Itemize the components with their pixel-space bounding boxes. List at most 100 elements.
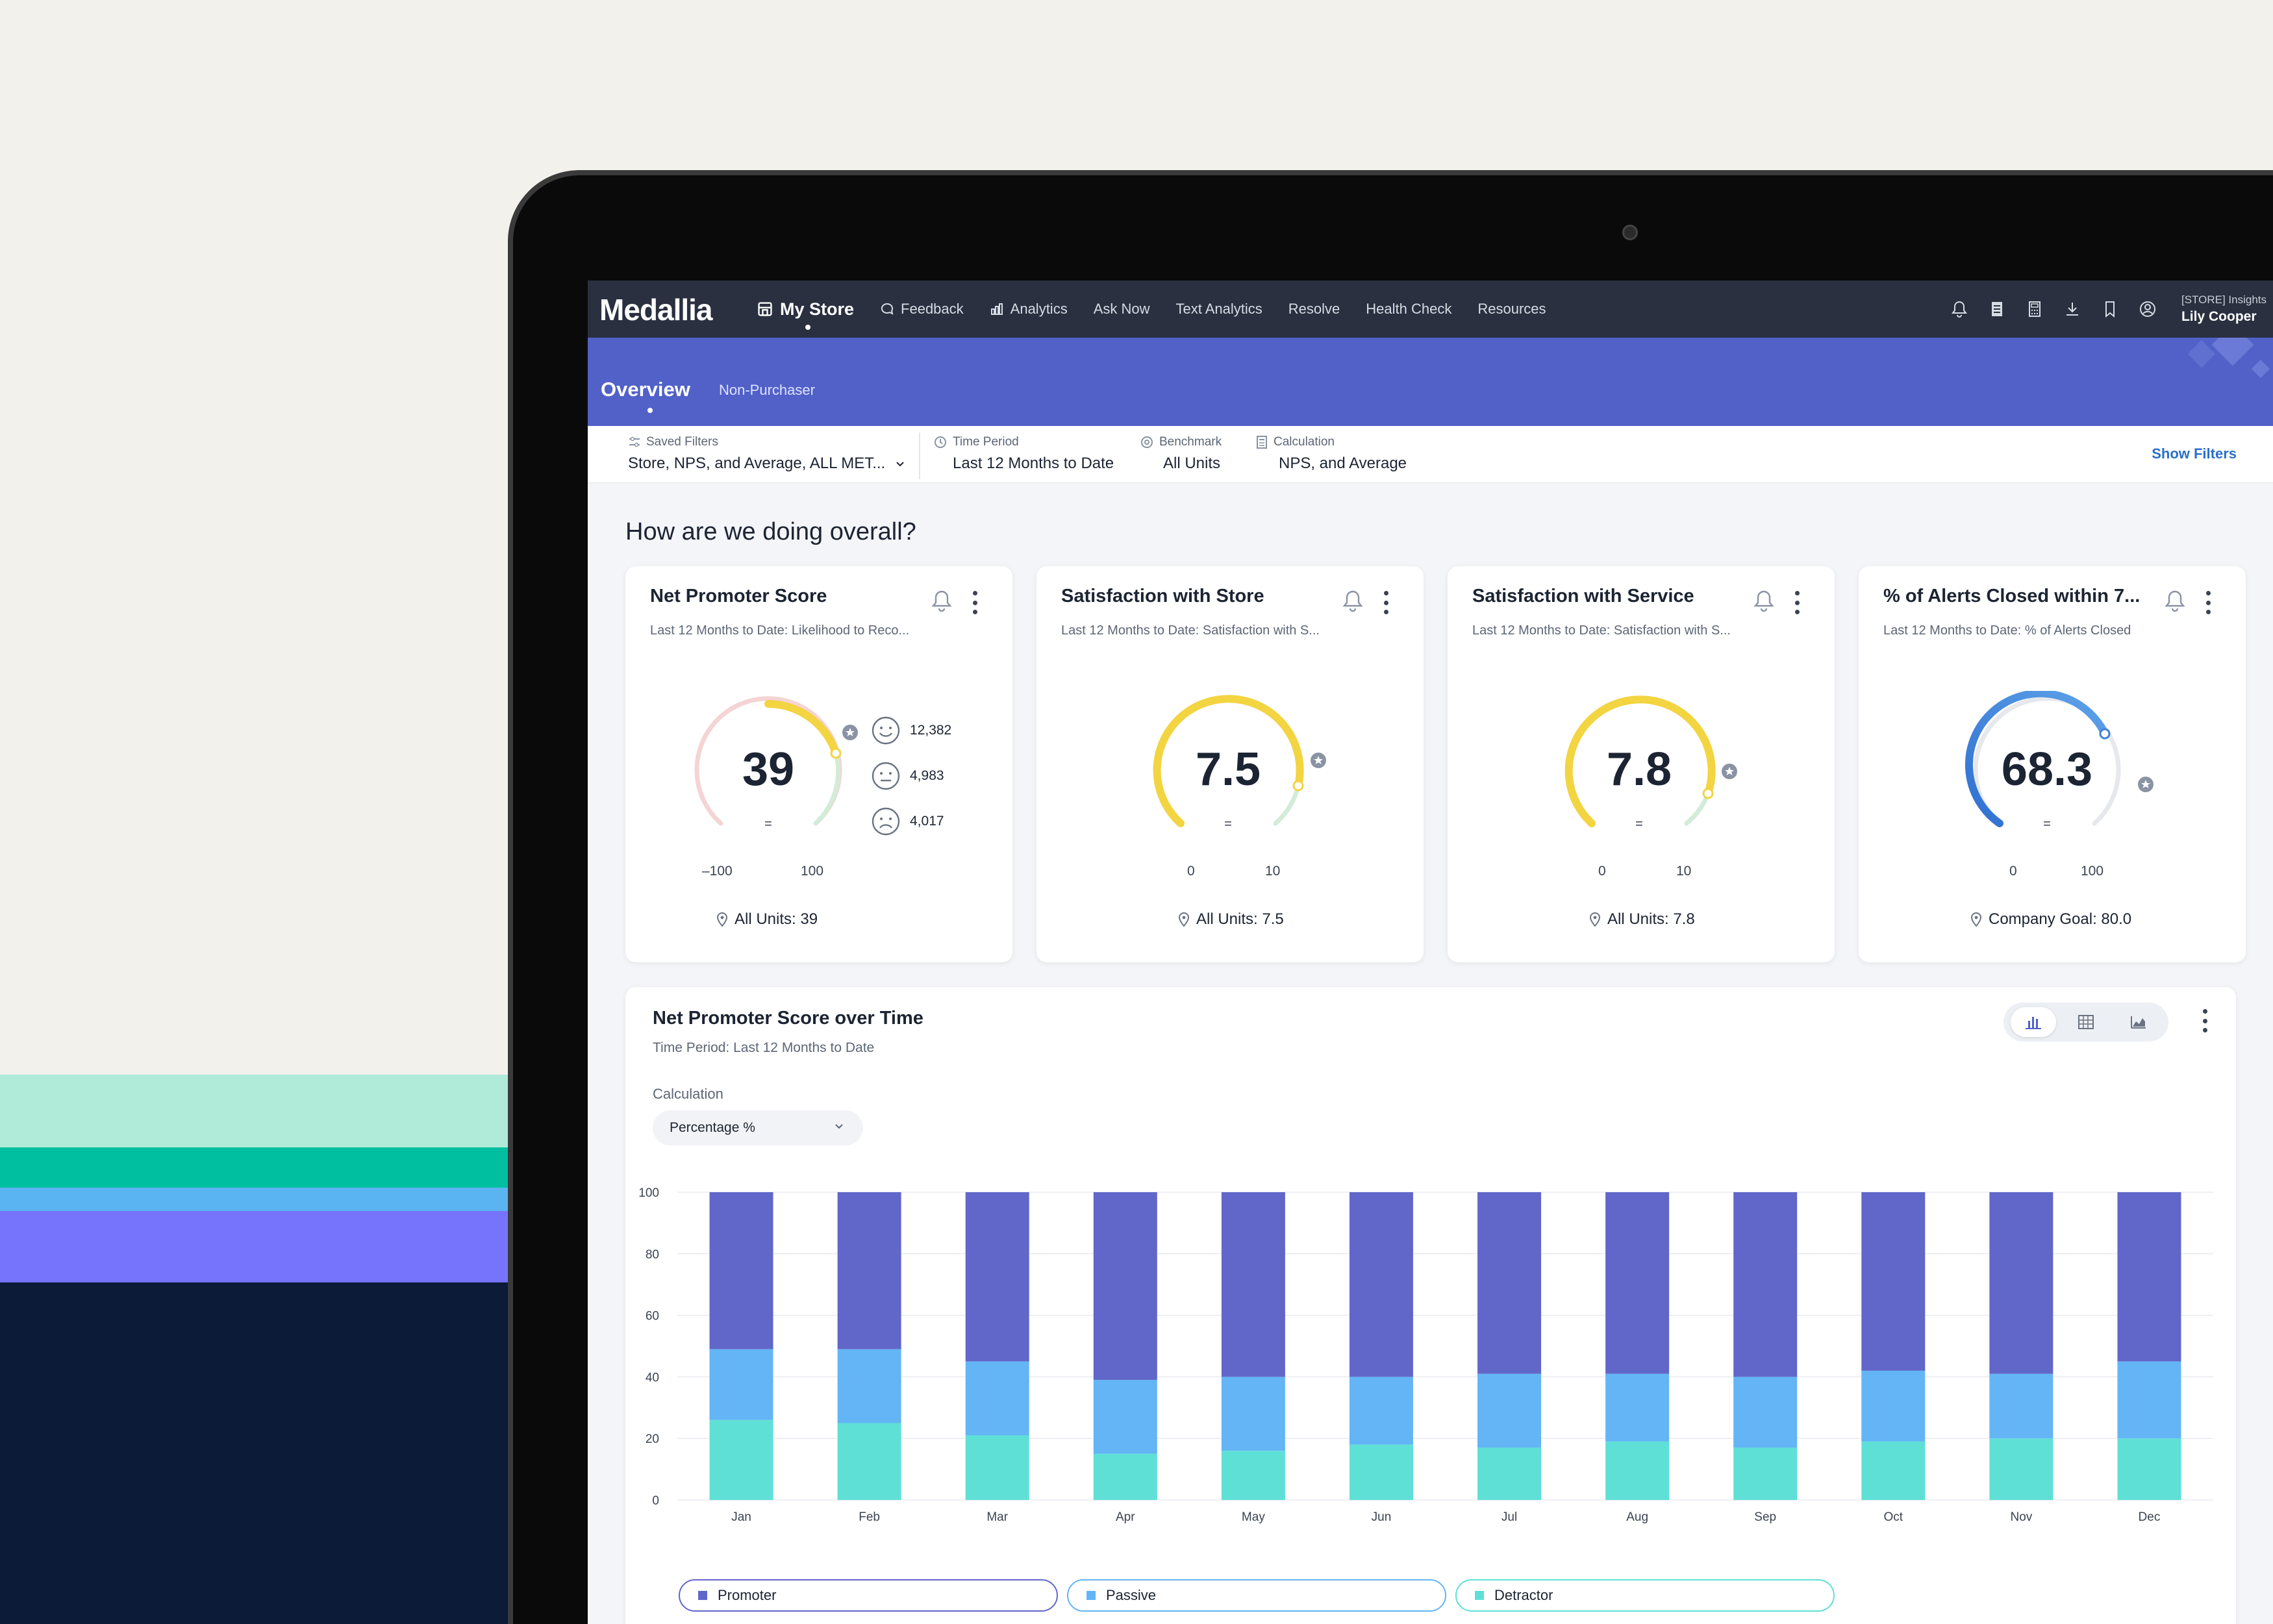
legend-label: Detractor	[1494, 1587, 1553, 1603]
user-context: [STORE] Insights	[2181, 294, 2267, 306]
bar-detractor-mar[interactable]	[965, 1435, 1029, 1500]
kpi-card-nps[interactable]: Net Promoter Score Last 12 Months to Dat…	[625, 566, 1012, 962]
area-chart-view-button[interactable]	[2116, 1007, 2161, 1037]
location-pin-icon	[1970, 912, 1982, 927]
bar-passive-may[interactable]	[1221, 1377, 1285, 1451]
bar-promoter-aug[interactable]	[1605, 1192, 1670, 1374]
bell-icon[interactable]	[1753, 588, 1775, 613]
nav-item-resources[interactable]: Resources	[1477, 301, 1546, 318]
more-options-icon[interactable]	[1794, 591, 1800, 614]
bar-detractor-jan[interactable]	[709, 1419, 773, 1500]
chevron-down-icon	[835, 1124, 843, 1129]
calculation-filter[interactable]: Calculation NPS, and Average	[1255, 435, 1407, 473]
legend-passive[interactable]: Passive	[1067, 1579, 1446, 1612]
bell-icon[interactable]	[931, 588, 953, 613]
bar-passive-mar[interactable]	[965, 1361, 1029, 1436]
kpi-card-satisfaction-store[interactable]: Satisfaction with Store Last 12 Months t…	[1036, 566, 1424, 962]
user-circle-icon[interactable]	[2137, 299, 2158, 319]
calculation-select[interactable]: Percentage %	[653, 1110, 863, 1145]
bar-passive-nov[interactable]	[1989, 1373, 2053, 1439]
bar-promoter-jul[interactable]	[1477, 1192, 1542, 1374]
legend-promoter[interactable]: Promoter	[679, 1579, 1058, 1612]
card-subtitle: Last 12 Months to Date: Satisfaction wit…	[1472, 623, 1731, 638]
location-pin-icon	[1178, 912, 1190, 927]
card-footer: All Units: 7.8	[1589, 910, 1695, 929]
bar-promoter-jun[interactable]	[1349, 1192, 1413, 1377]
x-tick-label: Aug	[1626, 1510, 1648, 1524]
more-options-icon[interactable]	[2205, 591, 2211, 614]
saved-filters[interactable]: Saved Filters Store, NPS, and Average, A…	[628, 435, 905, 473]
gauge-max: 10	[1265, 864, 1281, 879]
bar-passive-apr[interactable]	[1093, 1380, 1157, 1454]
bar-detractor-may[interactable]	[1221, 1451, 1285, 1500]
bar-detractor-aug[interactable]	[1605, 1441, 1670, 1500]
bar-detractor-dec[interactable]	[2117, 1438, 2181, 1500]
gauge-max: 100	[801, 864, 824, 879]
bell-icon[interactable]	[1342, 588, 1364, 613]
x-tick-label: Mar	[986, 1510, 1008, 1524]
benchmark-filter[interactable]: Benchmark All Units	[1140, 435, 1222, 473]
bar-detractor-nov[interactable]	[1989, 1438, 2053, 1500]
download-icon[interactable]	[2062, 299, 2083, 319]
bar-detractor-jul[interactable]	[1477, 1447, 1542, 1500]
nav-item-health-check[interactable]: Health Check	[1366, 301, 1451, 318]
bar-detractor-feb[interactable]	[837, 1423, 901, 1501]
bell-icon[interactable]	[1949, 299, 1970, 319]
bar-promoter-nov[interactable]	[1989, 1192, 2053, 1374]
nav-item-text-analytics[interactable]: Text Analytics	[1176, 301, 1262, 318]
bar-passive-aug[interactable]	[1605, 1373, 1670, 1442]
bar-passive-feb[interactable]	[837, 1349, 901, 1423]
bar-promoter-jan[interactable]	[709, 1192, 773, 1349]
bar-detractor-oct[interactable]	[1861, 1441, 1926, 1500]
bar-detractor-apr[interactable]	[1093, 1453, 1157, 1500]
nav-item-my-store[interactable]: My Store	[757, 299, 854, 330]
calculator-icon[interactable]	[2024, 299, 2045, 319]
bar-promoter-apr[interactable]	[1093, 1192, 1157, 1380]
gauge-min: 0	[1598, 864, 1606, 879]
app-screen: Medallia My Store Feedback Analytics Ask…	[588, 281, 2273, 1624]
bar-passive-sep[interactable]	[1733, 1377, 1798, 1448]
gauge-max: 10	[1676, 864, 1692, 879]
nav-item-analytics[interactable]: Analytics	[990, 301, 1068, 318]
report-icon[interactable]	[1987, 299, 2007, 319]
bar-passive-oct[interactable]	[1861, 1370, 1926, 1442]
bookmark-icon[interactable]	[2100, 299, 2120, 319]
tab-non-purchaser[interactable]: Non-Purchaser	[719, 382, 815, 398]
bar-passive-jan[interactable]	[709, 1349, 773, 1420]
tab-overview[interactable]: Overview	[601, 378, 690, 413]
bar-promoter-feb[interactable]	[837, 1192, 901, 1349]
trend-indicator: =	[2043, 817, 2051, 831]
bar-passive-dec[interactable]	[2117, 1361, 2181, 1439]
bar-detractor-sep[interactable]	[1733, 1447, 1798, 1500]
bar-promoter-sep[interactable]	[1733, 1192, 1798, 1377]
bar-detractor-jun[interactable]	[1349, 1444, 1413, 1500]
nav-item-ask-now[interactable]: Ask Now	[1094, 301, 1150, 318]
bar-promoter-oct[interactable]	[1861, 1192, 1926, 1371]
legend-detractor[interactable]: Detractor	[1455, 1579, 1835, 1612]
bar-passive-jun[interactable]	[1349, 1377, 1413, 1445]
bar-promoter-dec[interactable]	[2117, 1192, 2181, 1362]
more-options-icon[interactable]	[2202, 1009, 2207, 1032]
user-menu[interactable]: [STORE] Insights Lily Cooper	[2181, 294, 2267, 325]
more-options-icon[interactable]	[972, 591, 977, 614]
show-filters-link[interactable]: Show Filters	[2152, 445, 2237, 462]
table-view-button[interactable]	[2063, 1007, 2109, 1037]
sliders-icon	[629, 436, 640, 447]
medallia-logo[interactable]: Medallia	[599, 293, 713, 327]
time-period-filter[interactable]: Time Period Last 12 Months to Date	[933, 435, 1114, 473]
bar-passive-jul[interactable]	[1477, 1373, 1542, 1448]
kpi-card-satisfaction-service[interactable]: Satisfaction with Service Last 12 Months…	[1448, 566, 1835, 962]
nav-item-feedback[interactable]: Feedback	[880, 301, 964, 318]
nav-item-resolve[interactable]: Resolve	[1288, 301, 1340, 318]
gauge-min: –100	[702, 864, 733, 879]
star-badge-icon	[1722, 764, 1737, 779]
card-footer: Company Goal: 80.0	[1970, 910, 2131, 929]
kpi-card-alerts-closed[interactable]: % of Alerts Closed within 7... Last 12 M…	[1859, 566, 2246, 962]
analytics-icon	[990, 303, 1003, 315]
bar-promoter-mar[interactable]	[965, 1192, 1029, 1362]
bell-icon[interactable]	[2164, 588, 2186, 613]
legend-swatch	[698, 1591, 707, 1600]
more-options-icon[interactable]	[1383, 591, 1388, 614]
bar-promoter-may[interactable]	[1221, 1192, 1285, 1377]
bar-chart-view-button[interactable]	[2011, 1007, 2057, 1037]
